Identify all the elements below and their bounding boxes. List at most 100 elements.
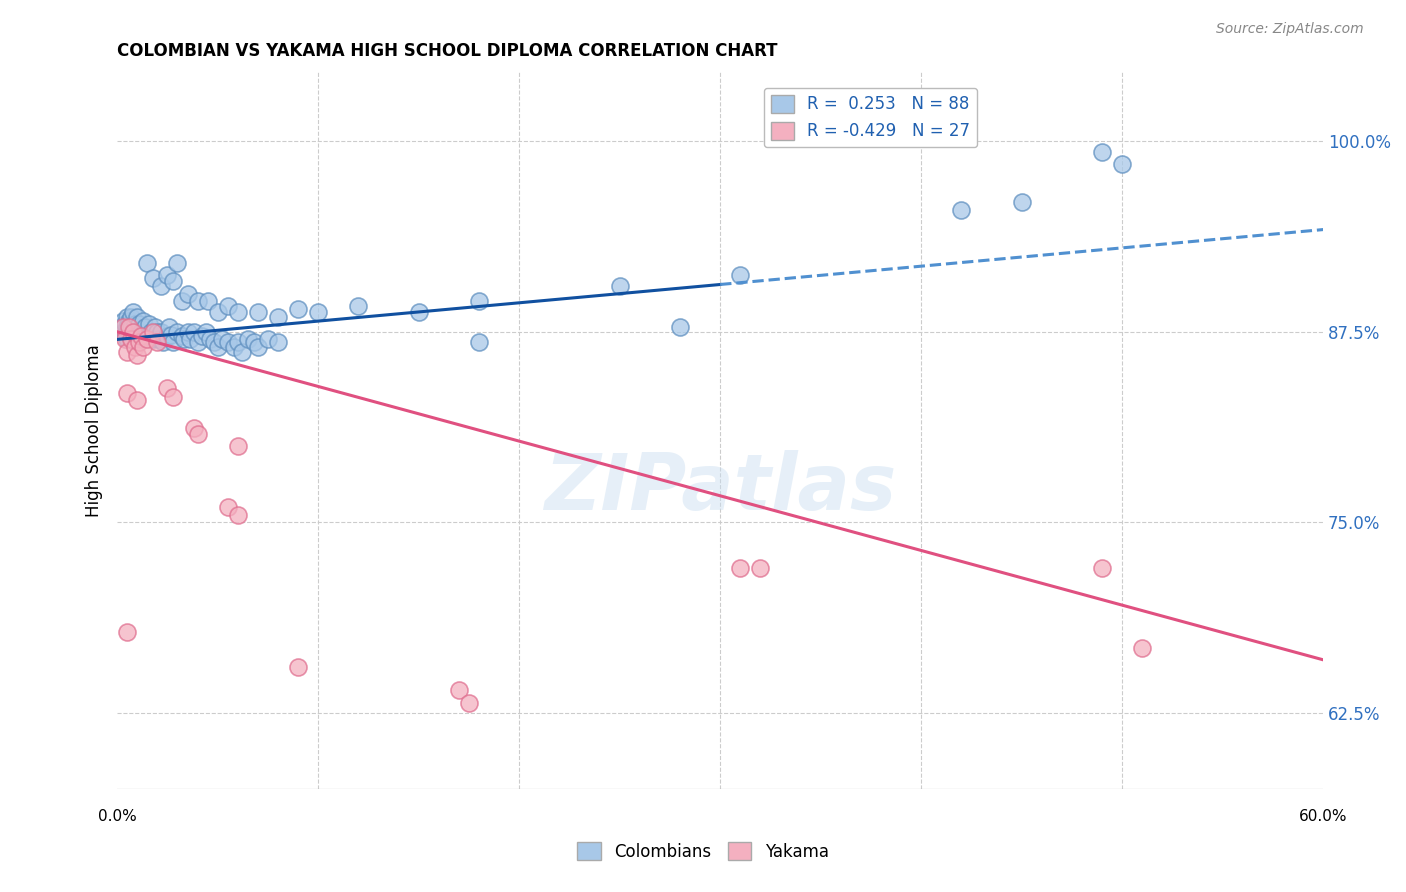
Point bbox=[246, 305, 269, 319]
Legend: Colombians, Yakama: Colombians, Yakama bbox=[571, 836, 835, 868]
Point bbox=[226, 305, 249, 319]
Point bbox=[148, 333, 170, 347]
Point bbox=[112, 325, 135, 339]
Point bbox=[187, 294, 209, 309]
Point bbox=[115, 320, 138, 334]
Point bbox=[257, 333, 280, 347]
Point bbox=[112, 314, 135, 328]
Point bbox=[114, 317, 136, 331]
Point bbox=[118, 314, 141, 328]
Point bbox=[222, 340, 245, 354]
Point bbox=[1091, 145, 1114, 159]
Point bbox=[1091, 561, 1114, 575]
Point bbox=[183, 325, 205, 339]
Point bbox=[170, 329, 193, 343]
Point bbox=[120, 310, 142, 324]
Point bbox=[127, 325, 149, 339]
Point bbox=[170, 294, 193, 309]
Text: 0.0%: 0.0% bbox=[98, 809, 136, 824]
Legend: R =  0.253   N = 88, R = -0.429   N = 27: R = 0.253 N = 88, R = -0.429 N = 27 bbox=[763, 88, 977, 147]
Point bbox=[114, 327, 136, 342]
Point bbox=[1130, 640, 1153, 655]
Point bbox=[162, 391, 184, 405]
Point bbox=[207, 340, 229, 354]
Text: COLOMBIAN VS YAKAMA HIGH SCHOOL DIPLOMA CORRELATION CHART: COLOMBIAN VS YAKAMA HIGH SCHOOL DIPLOMA … bbox=[117, 42, 778, 60]
Point bbox=[246, 340, 269, 354]
Point bbox=[146, 335, 169, 350]
Point bbox=[118, 317, 141, 331]
Point bbox=[730, 561, 752, 575]
Point bbox=[1111, 157, 1133, 171]
Point bbox=[122, 325, 145, 339]
Point bbox=[132, 314, 155, 328]
Point bbox=[131, 329, 153, 343]
Point bbox=[136, 256, 159, 270]
Point bbox=[194, 325, 217, 339]
Point bbox=[226, 508, 249, 522]
Point bbox=[187, 427, 209, 442]
Point bbox=[267, 310, 290, 324]
Point bbox=[131, 325, 153, 339]
Point bbox=[166, 256, 188, 270]
Point bbox=[217, 299, 239, 313]
Point bbox=[609, 279, 631, 293]
Point bbox=[207, 305, 229, 319]
Point bbox=[138, 317, 160, 331]
Point bbox=[110, 320, 132, 334]
Point bbox=[236, 333, 259, 347]
Point bbox=[176, 286, 198, 301]
Point bbox=[122, 305, 145, 319]
Point bbox=[166, 325, 188, 339]
Point bbox=[156, 268, 179, 283]
Text: Source: ZipAtlas.com: Source: ZipAtlas.com bbox=[1216, 22, 1364, 37]
Point bbox=[146, 325, 169, 339]
Point bbox=[124, 327, 146, 342]
Point bbox=[150, 279, 173, 293]
Point bbox=[183, 421, 205, 435]
Point bbox=[749, 561, 772, 575]
Point bbox=[120, 333, 142, 347]
Point bbox=[120, 333, 142, 347]
Point bbox=[447, 683, 470, 698]
Point bbox=[730, 268, 752, 283]
Point bbox=[128, 317, 150, 331]
Point bbox=[197, 294, 219, 309]
Point bbox=[211, 333, 233, 347]
Point bbox=[1011, 195, 1033, 210]
Point bbox=[243, 335, 266, 350]
Point bbox=[115, 385, 138, 400]
Y-axis label: High School Diploma: High School Diploma bbox=[86, 344, 103, 517]
Point bbox=[124, 317, 146, 331]
Point bbox=[226, 335, 249, 350]
Text: ZIPatlas: ZIPatlas bbox=[544, 450, 896, 526]
Point bbox=[187, 335, 209, 350]
Point bbox=[132, 340, 155, 354]
Point bbox=[114, 333, 136, 347]
Point bbox=[150, 325, 173, 339]
Point bbox=[120, 320, 142, 334]
Point bbox=[231, 344, 253, 359]
Point bbox=[128, 333, 150, 347]
Point bbox=[136, 333, 159, 347]
Point bbox=[347, 299, 370, 313]
Point bbox=[127, 393, 149, 408]
Point bbox=[669, 320, 692, 334]
Point bbox=[217, 335, 239, 350]
Point bbox=[118, 320, 141, 334]
Point bbox=[115, 625, 138, 640]
Point bbox=[134, 320, 156, 334]
Point bbox=[118, 325, 141, 339]
Point bbox=[202, 335, 225, 350]
Point bbox=[145, 320, 167, 334]
Point bbox=[115, 333, 138, 347]
Point bbox=[468, 335, 491, 350]
Point bbox=[159, 320, 181, 334]
Point bbox=[176, 325, 198, 339]
Point bbox=[950, 202, 973, 217]
Point bbox=[127, 348, 149, 362]
Point bbox=[458, 696, 481, 710]
Point bbox=[190, 329, 212, 343]
Point bbox=[128, 335, 150, 350]
Point bbox=[287, 301, 309, 316]
Text: 60.0%: 60.0% bbox=[1299, 809, 1347, 824]
